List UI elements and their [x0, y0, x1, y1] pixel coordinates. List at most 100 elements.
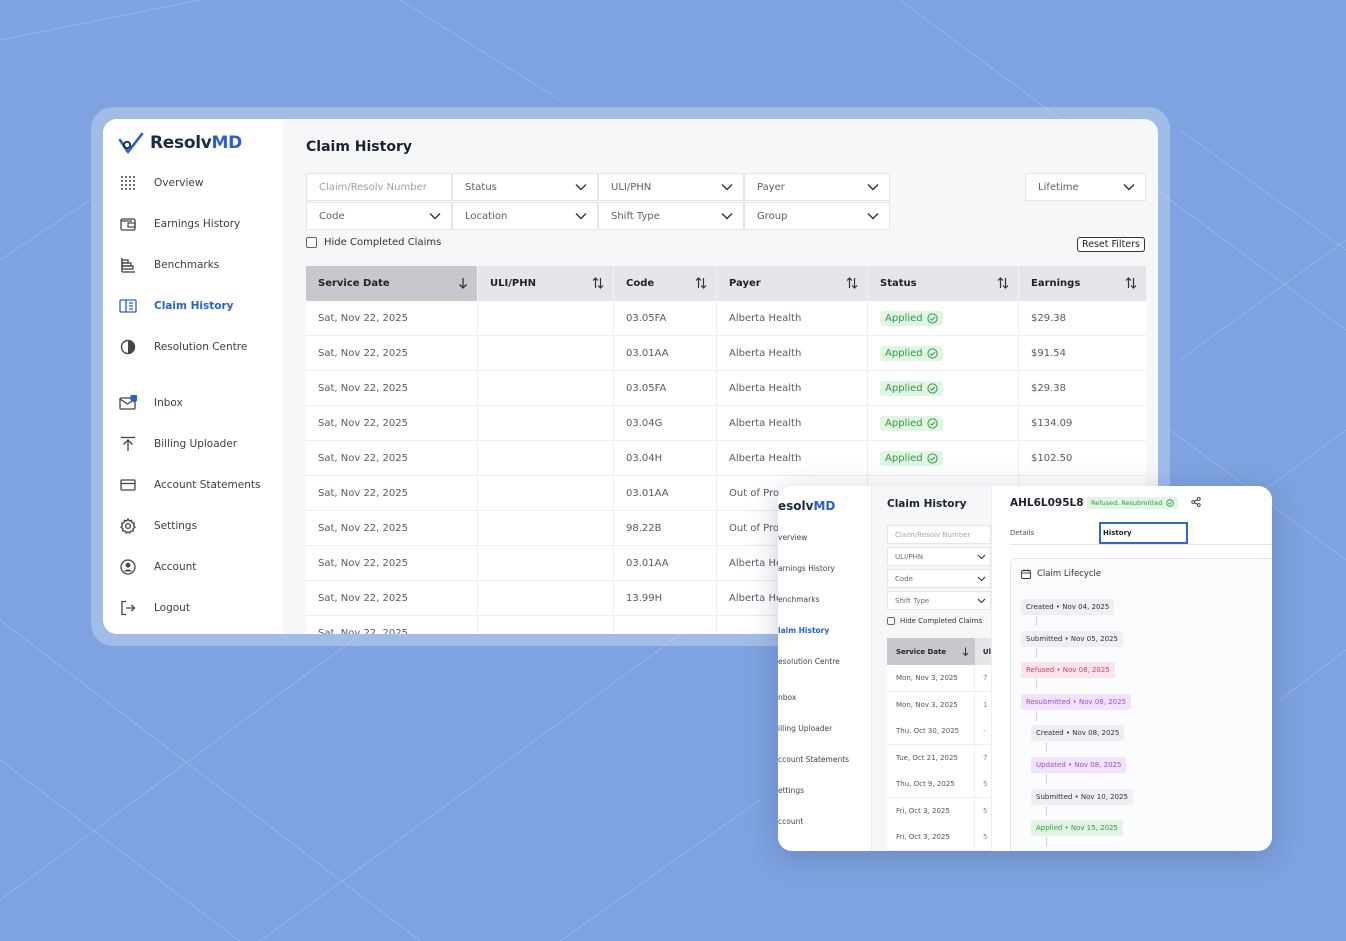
overlay-sidebar-item[interactable]: ccount Statements	[778, 755, 850, 764]
cell-code: 03.05FA	[614, 371, 717, 406]
sidebar-item-benchmarks[interactable]: Benchmarks	[118, 254, 219, 276]
sidebar-item-billing-uploader[interactable]: Billing Uploader	[118, 433, 237, 455]
cell-service-date: Mon, Nov 3, 2025	[887, 665, 975, 691]
overlay-table-row[interactable]: Fri, Oct 3, 2025 5	[887, 824, 991, 851]
cell-uli: 5	[983, 780, 988, 788]
column-header-status[interactable]: Status	[868, 266, 1019, 301]
column-header-service-date[interactable]: Service Date	[306, 266, 478, 301]
claims-table: Service Date ULI/PHN Code Payer Status	[306, 266, 1146, 634]
sidebar-item-label: Settings	[154, 520, 198, 532]
overlay-table-row[interactable]: Mon, Nov 3, 2025 1	[887, 691, 991, 719]
overlay-table-row[interactable]: Fri, Oct 3, 2025 5	[887, 797, 991, 825]
column-label: Service Date	[896, 647, 947, 656]
column-label: Payer	[729, 278, 761, 289]
table-row[interactable]: Sat, Nov 22, 2025 03.01AA Alberta Health Ap…	[306, 336, 1146, 371]
cell-code	[614, 616, 717, 634]
overlay-sidebar-item[interactable]: laim History	[778, 626, 830, 635]
lifetime-select-label: Lifetime	[1038, 181, 1079, 193]
cell-payer: Alberta Health	[717, 301, 868, 336]
overlay-code-select[interactable]: Code	[887, 569, 991, 588]
table-row[interactable]: Sat, Nov 22, 2025 03.05FA Alberta Health Ap…	[306, 371, 1146, 406]
overlay-uli-phn-select[interactable]: ULI/PHN	[887, 547, 991, 566]
overlay-sidebar-item[interactable]: ettings	[778, 786, 805, 795]
claim-number-input[interactable]: Claim/Resolv Number	[306, 173, 452, 201]
overlay-hide-completed-checkbox[interactable]	[887, 617, 895, 625]
cell-date: Sat, Nov 22, 2025	[306, 511, 478, 546]
overlay-column-header-uli[interactable]: Ul	[982, 647, 991, 656]
wallet-icon	[118, 214, 138, 234]
sidebar-item-logout[interactable]: Logout	[118, 597, 190, 619]
cell-status: Applied	[868, 371, 1019, 406]
status-text: Applied	[885, 383, 923, 394]
overlay-table-row[interactable]: Thu, Oct 9, 2025 5	[887, 771, 991, 798]
sidebar-item-settings[interactable]: Settings	[118, 515, 197, 537]
column-header-payer[interactable]: Payer	[717, 266, 868, 301]
sidebar-item-inbox[interactable]: 0 Inbox	[118, 390, 183, 414]
status-badge: Applied	[880, 311, 943, 326]
sidebar-item-label: Logout	[154, 602, 190, 614]
sidebar-item-resolution-centre[interactable]: Resolution Centre	[118, 336, 247, 358]
overlay-table-row[interactable]: Mon, Nov 3, 2025 7	[887, 665, 991, 692]
cell-uli	[478, 336, 614, 371]
tab-history[interactable]: History	[1099, 522, 1188, 544]
reset-filters-button[interactable]: Reset Filters	[1076, 237, 1145, 252]
column-header-uli-phn[interactable]: ULI/PHN	[478, 266, 614, 301]
resolvmd-logo[interactable]: ResolvMD	[118, 131, 242, 155]
cell-earnings: $102.50	[1031, 453, 1073, 464]
cell-status: Applied	[868, 301, 1019, 336]
column-header-earnings[interactable]: Earnings	[1019, 266, 1146, 301]
sidebar-item-account-statements[interactable]: Account Statements	[118, 474, 260, 496]
cell-uli: 5	[983, 833, 988, 841]
table-row[interactable]: Sat, Nov 22, 2025 03.04G Alberta Health App…	[306, 406, 1146, 441]
shift-type-select[interactable]: Shift Type	[598, 202, 744, 230]
overlay-sidebar-item[interactable]: nbox	[778, 693, 797, 702]
overlay-brand-part2: MD	[813, 499, 836, 513]
code-select[interactable]: Code	[306, 202, 452, 230]
cell-code: 03.01AA	[614, 476, 717, 511]
sidebar-item-overview[interactable]: Overview	[118, 172, 203, 194]
share-icon[interactable]	[1191, 497, 1201, 507]
grid-icon	[118, 173, 138, 193]
chevron-down-icon	[977, 598, 986, 604]
status-badge: Applied	[880, 451, 943, 466]
status-badge: Applied	[880, 416, 943, 431]
sort-icon	[592, 277, 604, 289]
group-select[interactable]: Group	[744, 202, 890, 230]
lifecycle-connector	[1046, 837, 1047, 848]
lifecycle-event-resubmitted: Resubmitted • Nov 08, 2025	[1021, 693, 1132, 710]
chevron-down-icon	[1123, 184, 1135, 191]
sort-icon	[695, 277, 707, 289]
lifetime-select[interactable]: Lifetime	[1025, 173, 1146, 201]
hide-completed-checkbox[interactable]	[306, 237, 317, 248]
sidebar-item-label: Claim History	[154, 300, 234, 312]
overlay-sidebar-item[interactable]: illing Uploader	[778, 724, 833, 733]
overlay-sidebar-item[interactable]: esolution Centre	[778, 657, 840, 666]
overlay-claim-number-input[interactable]: Claim/Resolv Number	[887, 525, 991, 544]
location-select[interactable]: Location	[452, 202, 598, 230]
cell-uli: 7	[983, 753, 988, 762]
overlay-column-header-service-date[interactable]: Service Date	[887, 638, 975, 665]
table-row[interactable]: Sat, Nov 22, 2025 03.04H Alberta Health App…	[306, 441, 1146, 476]
uli-phn-select[interactable]: ULI/PHN	[598, 173, 744, 201]
overlay-sidebar-item[interactable]: verview	[778, 533, 808, 542]
overlay-sidebar-item[interactable]: ccount	[778, 817, 804, 826]
overlay-sidebar-item[interactable]: enchmarks	[778, 595, 820, 604]
overlay-sidebar-item[interactable]: arnings History	[778, 564, 835, 573]
sidebar-item-claim-history[interactable]: Claim History	[118, 295, 233, 317]
overlay-logo[interactable]: esolvMD	[778, 499, 835, 513]
column-label: Earnings	[1031, 278, 1081, 289]
sidebar-item-account[interactable]: Account	[118, 556, 196, 578]
hide-completed-toggle[interactable]: Hide Completed Claims	[306, 237, 441, 248]
tab-details[interactable]: Details	[1010, 529, 1035, 537]
check-circle-icon	[926, 348, 938, 359]
overlay-shift-type-select[interactable]: Shift Type	[887, 591, 991, 610]
cell-date: Sat, Nov 22, 2025	[306, 301, 478, 336]
overlay-hide-completed-toggle[interactable]: Hide Completed Claims	[887, 617, 982, 625]
overlay-table-row[interactable]: Tue, Oct 21, 2025 7	[887, 744, 991, 772]
overlay-table-row[interactable]: Thu, Oct 30, 2025-	[887, 718, 991, 745]
status-select[interactable]: Status	[452, 173, 598, 201]
payer-select[interactable]: Payer	[744, 173, 890, 201]
table-row[interactable]: Sat, Nov 22, 2025 03.05FA Alberta Health Ap…	[306, 301, 1146, 336]
column-header-code[interactable]: Code	[614, 266, 717, 301]
sidebar-item-earnings-history[interactable]: Earnings History	[118, 213, 240, 235]
